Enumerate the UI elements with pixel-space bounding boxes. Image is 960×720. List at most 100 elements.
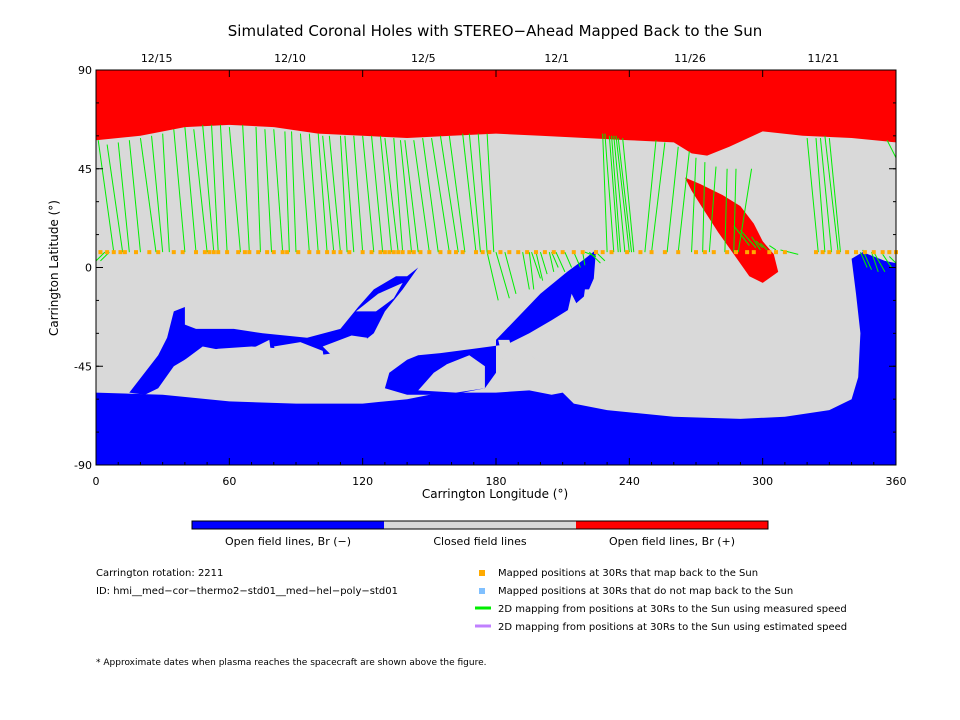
mapping-line — [760, 243, 768, 251]
mapping-line — [95, 251, 106, 262]
west-negative-hole — [129, 267, 419, 395]
mapped-position-point — [427, 250, 432, 255]
mapped-position-point — [702, 250, 707, 255]
y-tick-label: 90 — [78, 64, 92, 77]
mapped-position-point — [331, 250, 336, 255]
mapping-line — [399, 140, 413, 253]
mapping-line — [211, 124, 219, 253]
mapped-position-point — [534, 250, 538, 255]
mapping-line — [859, 251, 868, 268]
mapped-position-point — [105, 250, 110, 255]
positive-hole-extension — [684, 177, 779, 283]
mapped-position-point — [814, 250, 818, 255]
mapped-position-point — [820, 250, 825, 255]
mapped-position-point — [600, 250, 605, 255]
mapping-line — [551, 251, 559, 268]
mapping-line — [644, 140, 657, 253]
mapped-position-point — [734, 250, 738, 255]
legend-marker-mapped — [479, 570, 485, 576]
mapping-line — [353, 135, 364, 253]
mapping-line — [344, 135, 355, 253]
north-positive-hole — [96, 70, 896, 156]
mapping-line — [611, 135, 621, 253]
mapped-position-point — [316, 250, 321, 255]
mapped-position-point — [836, 250, 841, 255]
mapping-line — [413, 140, 430, 253]
mapping-line — [751, 236, 761, 251]
mapped-position-point — [247, 250, 252, 255]
x-tick-label: 300 — [752, 475, 773, 488]
mapped-position-point — [745, 250, 750, 255]
mapping-line — [486, 252, 499, 301]
mapping-line — [535, 252, 544, 281]
colorbar: Open field lines, Br (−) Closed field li… — [191, 520, 769, 548]
mapped-position-point — [507, 250, 512, 255]
mapping-line — [615, 135, 630, 253]
mapped-position-point — [871, 250, 876, 255]
mapping-line — [604, 133, 615, 253]
mapped-position-point — [594, 250, 598, 255]
date-tick-label: 11/26 — [674, 52, 706, 65]
mapping-line — [733, 168, 737, 253]
mapping-line — [291, 131, 297, 253]
model-id: ID: hmi__med−cor−thermo2−std01__med−hel−… — [96, 586, 398, 597]
mapped-position-point — [369, 250, 374, 255]
mapping-line — [622, 137, 635, 253]
y-tick-label: -45 — [74, 360, 92, 373]
closed-field-island — [233, 339, 272, 369]
mapping-line — [888, 256, 897, 264]
mapped-position-point — [211, 250, 216, 255]
mapped-position-point — [296, 250, 301, 255]
mapping-line — [462, 133, 477, 253]
mapped-position-point — [845, 250, 850, 255]
mapped-position-point — [207, 250, 212, 255]
axes: 0 60 120 180 240 300 360 90 45 0 -45 -90 12/15 12/10 1… — [74, 52, 906, 488]
mapping-line — [691, 157, 697, 253]
mapping-line — [651, 142, 666, 253]
mapped-position-point — [498, 250, 503, 255]
colorbar-positive — [576, 521, 768, 529]
legend: Mapped positions at 30Rs that map back t… — [475, 568, 847, 633]
mapped-position-point — [480, 250, 485, 255]
legend-item-measured: 2D mapping from positions at 30Rs to the… — [498, 604, 847, 615]
mapped-position-point — [285, 250, 290, 255]
mapped-position-point — [360, 250, 365, 255]
mapped-position-point — [862, 250, 867, 255]
mapped-position-point — [854, 250, 858, 255]
mapping-line — [677, 151, 690, 253]
y-tick-label: 45 — [78, 163, 92, 176]
mapping-line — [202, 124, 215, 253]
x-tick-label: 240 — [619, 475, 640, 488]
mapping-line — [504, 252, 517, 294]
mapped-position-point — [454, 250, 458, 255]
mapped-position-point — [827, 250, 832, 255]
mapping-line — [128, 140, 141, 253]
colorbar-closed — [384, 521, 576, 529]
mapped-position-point — [280, 250, 285, 255]
mapping-line — [495, 251, 510, 299]
mapped-position-point — [378, 250, 383, 255]
mapping-line — [708, 166, 717, 253]
legend-item-mapped: Mapped positions at 30Rs that map back t… — [498, 568, 758, 579]
mapping-line — [404, 140, 419, 253]
x-tick-label: 360 — [886, 475, 907, 488]
mapped-position-point — [202, 250, 207, 255]
mapped-position-point — [338, 250, 343, 255]
mapped-position-point — [382, 250, 387, 255]
mapped-position-point — [542, 250, 547, 255]
mapped-position-point — [525, 250, 530, 255]
mapped-position-point — [180, 250, 185, 255]
mapping-line — [139, 137, 157, 253]
date-tick-label: 11/21 — [807, 52, 839, 65]
mapped-position-point — [265, 250, 270, 255]
mapped-position-point — [571, 250, 576, 255]
mapping-line — [702, 162, 706, 253]
closed-field-island — [322, 335, 368, 360]
mapped-position-point — [694, 250, 698, 255]
mapping-line — [228, 127, 241, 253]
mapping-line — [173, 129, 186, 253]
date-tick-label: 12/15 — [141, 52, 173, 65]
mapping-line — [528, 252, 535, 290]
mapped-position-point — [438, 250, 443, 255]
mapping-line — [588, 251, 601, 264]
